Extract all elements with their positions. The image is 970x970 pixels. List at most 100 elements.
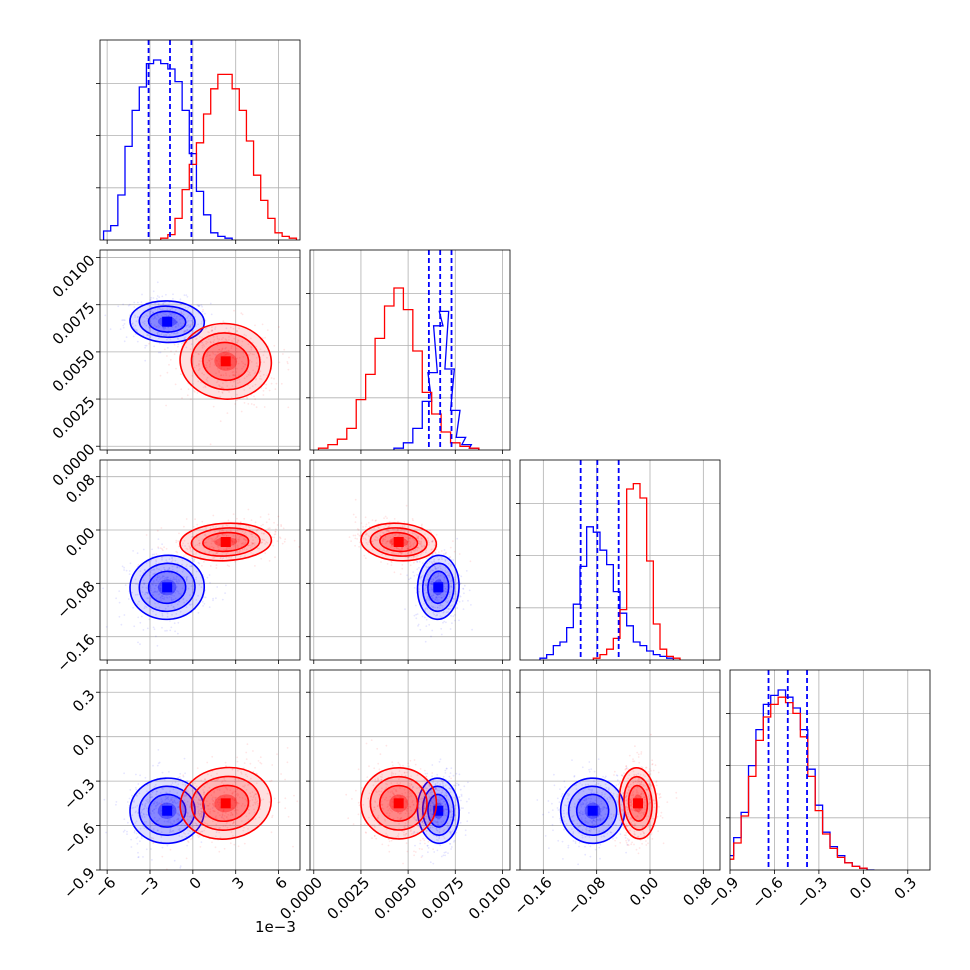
scatter-point: [185, 326, 188, 328]
scatter-point: [597, 805, 600, 808]
scatter-point: [200, 381, 202, 384]
scatter-point: [194, 803, 197, 806]
scatter-point: [373, 835, 376, 837]
scatter-point: [154, 572, 157, 575]
scatter-point: [200, 304, 203, 306]
scatter-point: [386, 812, 388, 815]
scatter-point: [396, 529, 399, 531]
scatter-point: [422, 823, 425, 825]
scatter-point: [177, 632, 179, 635]
scatter-point: [126, 801, 129, 803]
scatter-point: [159, 803, 162, 805]
scatter-point: [391, 790, 393, 793]
scatter-point: [159, 587, 162, 590]
scatter-point: [233, 309, 235, 312]
scatter-point: [423, 603, 425, 605]
scatter-point: [373, 826, 376, 828]
scatter-point: [579, 804, 582, 807]
scatter-point: [458, 796, 460, 799]
scatter-point: [173, 820, 176, 823]
scatter-point: [123, 566, 125, 569]
scatter-point: [131, 794, 133, 797]
scatter-point: [225, 346, 228, 349]
scatter-point: [433, 574, 436, 576]
scatter-point: [211, 330, 214, 332]
scatter-point: [626, 843, 629, 846]
scatter-point: [442, 809, 445, 812]
scatter-point: [442, 593, 444, 596]
scatter-point: [416, 560, 418, 563]
scatter-point: [426, 815, 429, 818]
scatter-point: [434, 598, 437, 600]
scatter-point: [218, 798, 221, 801]
scatter-point: [625, 823, 628, 826]
scatter-point: [401, 810, 404, 813]
scatter-point: [204, 533, 207, 536]
scatter-point: [237, 793, 240, 796]
scatter-point: [392, 557, 394, 560]
scatter-point: [224, 780, 227, 782]
scatter-point: [456, 782, 458, 785]
scatter-point: [182, 310, 185, 313]
scatter-point: [139, 574, 142, 577]
scatter-point: [638, 795, 640, 797]
scatter-point: [571, 820, 574, 822]
scatter-point: [608, 796, 611, 798]
scatter-point: [424, 608, 426, 611]
scatter-point: [206, 351, 209, 354]
scatter-point: [129, 789, 132, 791]
scatter-point: [208, 331, 211, 334]
scatter-point: [404, 792, 407, 794]
scatter-point: [212, 546, 215, 549]
scatter-point: [255, 529, 258, 532]
scatter-point: [431, 764, 434, 766]
scatter-point: [553, 773, 555, 776]
scatter-point: [626, 844, 629, 846]
scatter-point: [602, 808, 605, 811]
scatter-point: [423, 826, 425, 828]
scatter-point: [234, 790, 237, 793]
scatter-point: [175, 575, 178, 578]
scatter-point: [411, 801, 414, 804]
scatter-point: [205, 342, 208, 345]
scatter-point: [246, 743, 249, 746]
scatter-point: [159, 589, 162, 591]
scatter-point: [386, 517, 388, 519]
scatter-point: [190, 536, 193, 538]
scatter-point: [582, 825, 585, 827]
scatter-point: [376, 816, 379, 819]
scatter-point: [228, 547, 231, 550]
scatter-point: [166, 820, 169, 823]
scatter-point: [149, 587, 152, 590]
scatter-point: [137, 316, 140, 318]
scatter-point: [408, 536, 410, 539]
scatter-point: [273, 344, 276, 347]
scatter-point: [155, 802, 158, 804]
scatter-point: [200, 360, 203, 362]
scatter-point: [226, 385, 229, 387]
panel-content: [310, 250, 510, 450]
scatter-point: [190, 817, 193, 820]
scatter-point: [380, 778, 383, 781]
scatter-point: [416, 549, 419, 551]
scatter-point: [454, 578, 456, 581]
scatter-point: [192, 355, 195, 357]
scatter-point: [208, 574, 211, 576]
scatter-point: [228, 565, 231, 568]
scatter-point: [450, 816, 453, 819]
scatter-point: [422, 805, 425, 808]
scatter-point: [154, 302, 157, 305]
histogram-panel-0: [96, 39, 301, 244]
panel-content: [310, 670, 510, 870]
scatter-point: [165, 547, 168, 550]
scatter-point: [567, 794, 570, 797]
scatter-point: [390, 564, 393, 566]
scatter-point: [401, 552, 403, 555]
scatter-point: [407, 791, 410, 794]
scatter-point: [382, 808, 385, 810]
scatter-point: [160, 333, 163, 336]
scatter-point: [443, 585, 446, 588]
scatter-point: [370, 739, 373, 741]
scatter-point: [214, 846, 217, 849]
scatter-point: [158, 307, 161, 310]
